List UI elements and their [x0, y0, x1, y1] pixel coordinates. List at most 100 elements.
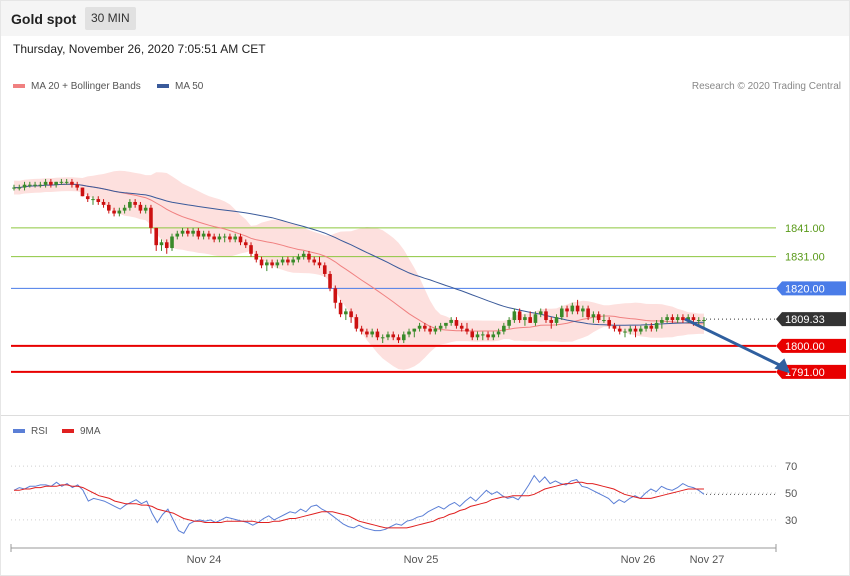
candle-body — [91, 199, 95, 201]
candle-body — [565, 308, 569, 312]
candle-body — [654, 322, 659, 329]
candle-body — [222, 236, 227, 238]
candle-body — [359, 328, 364, 332]
chart-header: Gold spot 30 MIN — [0, 0, 850, 36]
candle-body — [438, 325, 443, 329]
candle-body — [154, 227, 159, 246]
candle-body — [544, 311, 548, 321]
ma50-swatch — [157, 84, 169, 89]
candle-body — [496, 331, 501, 335]
candle-body — [665, 317, 669, 321]
legend-9ma-label: 9MA — [80, 426, 101, 437]
candle-body — [602, 320, 606, 322]
candle-body — [491, 334, 496, 338]
candle-body — [433, 328, 438, 332]
rsi-level-50: 50 — [785, 488, 797, 500]
panel-divider — [0, 415, 850, 416]
candle-body — [38, 184, 43, 186]
candle-body — [307, 253, 311, 260]
x-tick-label: Nov 26 — [621, 554, 656, 566]
candle-body — [275, 262, 280, 266]
candle-body — [280, 259, 285, 263]
candle-body — [317, 262, 322, 266]
candle-body — [517, 311, 522, 321]
level-label-1800.00: 1800.00 — [785, 341, 825, 353]
candle-body — [85, 196, 90, 200]
level-lines: 1841.00 1831.00 1820.00 1809.33 1800.00 1791.… — [11, 223, 846, 379]
candle-body — [533, 314, 538, 323]
candle-body — [286, 259, 290, 263]
candle-body — [570, 305, 575, 312]
candle-body — [686, 317, 690, 321]
candle-body — [228, 236, 232, 240]
candle-body — [138, 204, 143, 211]
instrument-title: Gold spot — [11, 11, 77, 27]
candle-body — [296, 256, 301, 260]
candle-body — [449, 320, 453, 323]
candle-body — [633, 328, 638, 332]
candle-body — [670, 317, 675, 321]
candle-body — [243, 242, 248, 246]
candle-body — [401, 334, 406, 341]
candle-body — [33, 184, 37, 186]
candle-body — [607, 320, 611, 326]
candle-body — [270, 262, 274, 266]
candle-body — [54, 181, 58, 185]
candle-body — [349, 311, 353, 318]
candle-body — [459, 325, 464, 329]
rsi-swatch — [13, 429, 25, 434]
candle-body — [412, 328, 417, 332]
candle-body — [191, 230, 195, 234]
rsi-guides: 70 50 30 — [11, 461, 797, 527]
series-rsi — [13, 474, 705, 534]
level-tag-1791.00 — [776, 364, 846, 379]
candle-body — [681, 317, 685, 321]
candle-body — [696, 320, 701, 322]
timeframe-badge[interactable]: 30 MIN — [85, 7, 136, 30]
candle-body — [249, 245, 253, 254]
candle-body — [254, 253, 259, 260]
candle-body — [196, 230, 201, 237]
candle-body — [444, 322, 448, 326]
candle-body — [312, 259, 317, 263]
candle-body — [407, 331, 411, 335]
candle-body — [107, 204, 111, 211]
candle-body — [454, 320, 459, 326]
legend-9ma: 9MA — [62, 426, 101, 437]
candle-body — [523, 317, 527, 321]
ma20-swatch — [13, 84, 25, 89]
ma9-swatch — [62, 429, 74, 434]
candle-body — [423, 325, 427, 329]
timestamp: Thursday, November 26, 2020 7:05:51 AM C… — [13, 42, 266, 56]
candle-body — [180, 230, 185, 234]
candle-body — [628, 328, 633, 332]
forecast-arrow — [684, 317, 783, 368]
candle-body — [365, 331, 369, 335]
candle-body — [333, 288, 338, 303]
candle-body — [375, 331, 380, 338]
candle-body — [586, 308, 590, 318]
candle-body — [49, 181, 53, 185]
candle-body — [338, 302, 343, 315]
candle-body — [575, 305, 580, 312]
candles — [12, 178, 706, 344]
candle-body — [59, 181, 64, 183]
x-tick-label: Nov 25 — [404, 554, 439, 566]
candle-body — [396, 337, 401, 341]
candle-body — [417, 325, 422, 329]
series-9ma — [14, 481, 704, 529]
ma50-line — [14, 183, 705, 326]
candle-body — [649, 325, 654, 329]
candle-body — [112, 210, 116, 214]
legend-rsi: RSI — [13, 426, 48, 437]
candle-body — [117, 210, 122, 214]
candle-body — [212, 236, 216, 240]
credit-text: Research © 2020 Trading Central — [691, 81, 841, 92]
candle-body — [12, 187, 16, 189]
candle-body — [370, 331, 374, 335]
candle-body — [391, 334, 396, 338]
candle-body — [64, 181, 69, 183]
candle-body — [301, 253, 306, 257]
candle-body — [186, 230, 190, 234]
